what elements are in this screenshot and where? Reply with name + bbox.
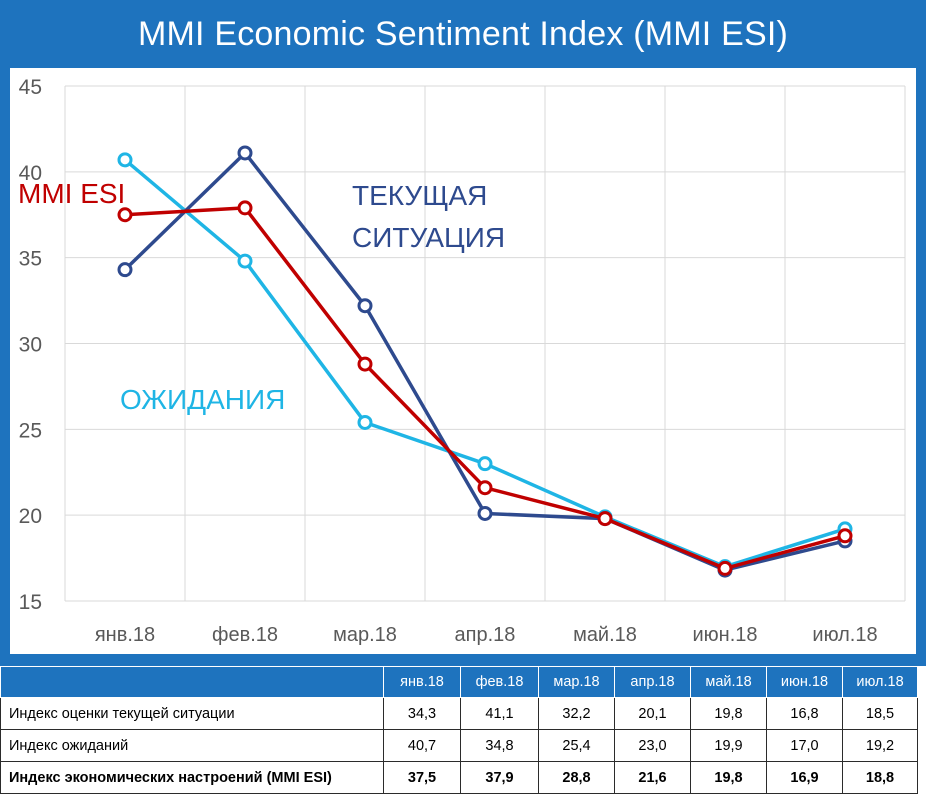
data-point — [597, 511, 613, 527]
grid-lines — [64, 85, 906, 602]
x-tick-label: июл.18 — [812, 624, 877, 646]
y-tick-label: 30 — [19, 334, 42, 357]
table-header-cell: июл.18 — [842, 666, 918, 698]
data-point — [357, 298, 373, 314]
data-point — [837, 528, 853, 544]
table-row: Индекс ожиданий 40,7 34,8 25,4 23,0 19,9… — [0, 729, 918, 762]
data-point — [477, 480, 493, 496]
table-corner-cell — [0, 666, 384, 698]
series-label: ТЕКУЩАЯ — [352, 180, 487, 211]
data-point — [357, 414, 373, 430]
series-lines — [117, 145, 853, 578]
data-point — [717, 560, 733, 576]
x-tick-label: июн.18 — [692, 624, 757, 646]
x-tick-label: апр.18 — [455, 624, 516, 646]
y-tick-label: 25 — [19, 419, 42, 442]
data-point — [117, 207, 133, 223]
table-header-cell: янв.18 — [383, 666, 461, 698]
table-cell: 23,0 — [614, 729, 691, 762]
series-labels: ТЕКУЩАЯ СИТУАЦИЯ ОЖИДАНИЯ MMI ESI — [18, 178, 505, 415]
y-tick-label: 35 — [19, 248, 42, 271]
table-cell: 16,9 — [766, 761, 843, 794]
x-tick-label: май.18 — [573, 624, 637, 646]
row-label: Индекс экономических настроений (MMI ESI… — [0, 761, 384, 794]
table-cell: 19,9 — [690, 729, 767, 762]
data-table: янв.18 фев.18 мар.18 апр.18 май.18 июн.1… — [0, 666, 918, 794]
series-label: СИТУАЦИЯ — [352, 222, 505, 253]
table-cell: 34,3 — [383, 697, 461, 730]
table-cell: 37,5 — [383, 761, 461, 794]
table-header-cell: июн.18 — [766, 666, 843, 698]
y-tick-label: 40 — [19, 162, 42, 185]
series-line — [123, 158, 846, 569]
table-cell: 17,0 — [766, 729, 843, 762]
y-tick-label: 45 — [19, 76, 42, 99]
x-tick-label: фев.18 — [212, 624, 278, 646]
data-point — [237, 200, 253, 216]
table-cell: 18,5 — [842, 697, 918, 730]
table-cell: 19,8 — [690, 697, 767, 730]
table-cell: 19,8 — [690, 761, 767, 794]
data-point — [477, 456, 493, 472]
series-label: ОЖИДАНИЯ — [120, 384, 285, 415]
table-header-cell: апр.18 — [614, 666, 691, 698]
table-cell: 19,2 — [842, 729, 918, 762]
chart-title: MMI Economic Sentiment Index (MMI ESI) — [138, 14, 788, 53]
table-header-row: янв.18 фев.18 мар.18 апр.18 май.18 июн.1… — [0, 666, 918, 698]
data-point — [117, 262, 133, 278]
y-tick-label: 15 — [19, 591, 42, 614]
y-axis-ticks: 45 40 35 30 25 20 15 — [19, 76, 42, 614]
table-header-cell: май.18 — [690, 666, 767, 698]
y-tick-label: 20 — [19, 505, 42, 528]
table-cell: 20,1 — [614, 697, 691, 730]
table-cell: 41,1 — [460, 697, 539, 730]
x-axis-ticks: янв.18 фев.18 мар.18 апр.18 май.18 июн.18 июл.… — [95, 624, 878, 646]
data-point — [237, 145, 253, 161]
row-label: Индекс оценки текущей ситуации — [0, 697, 384, 730]
table-header-cell: мар.18 — [538, 666, 615, 698]
chart-panel: 45 40 35 30 25 20 15 янв.18 фев.18 мар.18 апр.18 м… — [10, 68, 916, 654]
x-tick-label: янв.18 — [95, 624, 155, 646]
data-table-panel: янв.18 фев.18 мар.18 апр.18 май.18 июн.1… — [0, 666, 926, 796]
table-cell: 21,6 — [614, 761, 691, 794]
x-tick-label: мар.18 — [333, 624, 397, 646]
table-cell: 34,8 — [460, 729, 539, 762]
row-label: Индекс ожиданий — [0, 729, 384, 762]
table-cell: 18,8 — [842, 761, 918, 794]
table-cell: 40,7 — [383, 729, 461, 762]
table-row: Индекс оценки текущей ситуации 34,3 41,1… — [0, 697, 918, 730]
table-cell: 32,2 — [538, 697, 615, 730]
table-cell: 16,8 — [766, 697, 843, 730]
table-cell: 28,8 — [538, 761, 615, 794]
data-point — [357, 356, 373, 372]
series-label: MMI ESI — [18, 178, 125, 209]
data-point — [237, 253, 253, 269]
data-point — [477, 505, 493, 521]
table-cell: 37,9 — [460, 761, 539, 794]
table-row: Индекс экономических настроений (MMI ESI… — [0, 761, 918, 794]
table-cell: 25,4 — [538, 729, 615, 762]
line-chart: 45 40 35 30 25 20 15 янв.18 фев.18 мар.18 апр.18 м… — [18, 76, 906, 646]
table-header-cell: фев.18 — [460, 666, 539, 698]
data-point — [117, 152, 133, 168]
